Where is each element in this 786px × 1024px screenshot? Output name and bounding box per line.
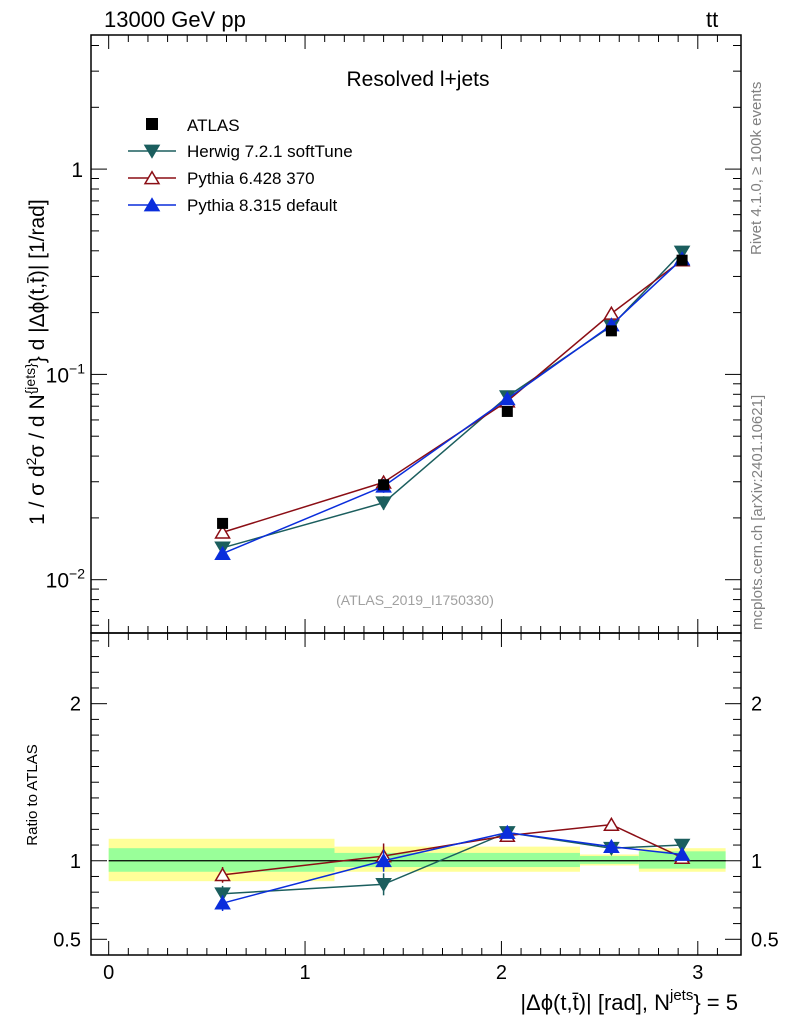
y-axis-label-sup: 2 (23, 457, 39, 465)
ratio-tick-label: 1 (70, 851, 81, 873)
ratio-band-green (334, 852, 580, 868)
x-axis-label-sup: jets (669, 987, 693, 1004)
energy-label: 13000 GeV pp (104, 7, 246, 32)
data-point (217, 517, 229, 529)
y-axis-label-sup: {jets} (22, 363, 38, 394)
series-point (499, 391, 516, 406)
legend-marker (143, 170, 161, 185)
series-line (222, 258, 683, 555)
chart-title: Resolved l+jets (347, 68, 490, 91)
legend-label-data: ATLAS (187, 116, 240, 135)
ratio-band-green (579, 856, 639, 864)
ratio-frame (90, 632, 742, 956)
series-point (214, 545, 231, 560)
ratio-tick-label: 0.5 (751, 929, 779, 951)
series-line (222, 251, 683, 549)
x-axis-label-part: } = 5 (693, 990, 738, 1015)
ratio-point (375, 852, 392, 868)
y-tick-label: 10−2 (46, 566, 86, 593)
ratio-point (603, 838, 620, 853)
y-axis-label: 1 / σ d2σ / d N{jets}} d |Δϕ(t,t̄)| [1/r… (22, 199, 49, 525)
mcplots-label: mcplots.cern.ch [arXiv:2401.10621] (749, 395, 766, 630)
y-tick-label: 1 (71, 159, 83, 182)
ratio-tick-label: 2 (70, 694, 81, 716)
data-point (501, 405, 513, 417)
process-label: tt (706, 7, 718, 32)
legend-label: Pythia 6.428 370 (187, 169, 315, 188)
x-tick-label: 2 (496, 962, 507, 984)
analysis-id: (ATLAS_2019_I1750330) (336, 592, 494, 608)
y-axis-label-part: σ / d N (26, 394, 49, 457)
y-axis-label-part: 1 / σ d (26, 465, 49, 525)
ratio-axis-label: Ratio to ATLAS (24, 744, 41, 845)
y-tick-label: 10−1 (46, 360, 86, 387)
x-axis-label: |Δϕ(t,t̄)| [rad], Njets} = 5 (520, 987, 738, 1015)
ratio-point (673, 846, 691, 861)
ratio-point (375, 877, 392, 893)
x-tick-label: 3 (692, 962, 703, 984)
data-point (378, 479, 390, 491)
x-tick-label: 1 (299, 962, 310, 984)
ratio-point (214, 895, 231, 910)
x-tick-label: 0 (103, 962, 114, 984)
series-point (214, 524, 231, 539)
y-tick-label-exp: −2 (69, 566, 85, 582)
ratio-point (603, 816, 620, 831)
rivet-version-label: Rivet 4.1.0, ≥ 100k events (748, 82, 765, 255)
data-point (676, 254, 688, 266)
y-tick-label-base: 10 (46, 364, 69, 387)
process-label-bar: ¯ (713, 0, 726, 19)
x-axis-label-part: |Δϕ(t,t̄)| [rad], N (520, 990, 670, 1015)
ratio-tick-label: 2 (751, 694, 762, 716)
y-tick-label-exp: −1 (69, 360, 85, 376)
ratio-point (214, 887, 231, 902)
main-panel: 110−110−2 (46, 34, 742, 634)
legend: ATLAS Herwig 7.2.1 softTune Pythia 6.428 3… (128, 116, 353, 215)
ratio-band-green (108, 848, 335, 872)
legend-label: Herwig 7.2.1 softTune (187, 142, 353, 161)
legend-marker (143, 144, 161, 159)
ratio-point (499, 824, 516, 839)
y-tick-label-base: 10 (46, 570, 69, 593)
data-point (605, 325, 617, 337)
ratio-tick-label: 0.5 (53, 929, 81, 951)
ratio-point (214, 867, 231, 882)
y-axis-label-part: } d |Δϕ(t,t̄)| [1/rad] (26, 199, 49, 363)
ratio-tick-label: 1 (751, 851, 762, 873)
legend-marker-data (146, 118, 158, 130)
legend-label: Pythia 8.315 default (187, 196, 338, 215)
series-point (375, 496, 392, 511)
legend-marker (143, 197, 161, 212)
ratio-point (673, 838, 691, 853)
ratio-panel: 0 1 2 3 0.5 0.5 1 1 2 2 (53, 632, 779, 984)
series-line (222, 259, 683, 534)
